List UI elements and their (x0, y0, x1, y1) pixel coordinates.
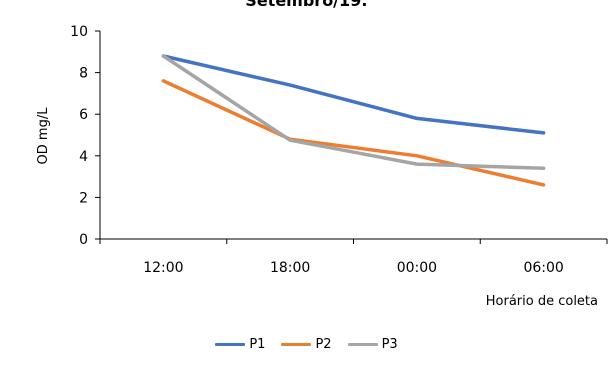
chart-title: Setembro/19: (245, 0, 368, 10)
x-tick-label: 12:00 (143, 260, 183, 276)
y-tick-label: 4 (79, 149, 88, 165)
chart-legend: P1 P2 P3 (0, 337, 613, 352)
line-chart: 0 2 4 6 8 10 12:00 18:00 00:00 06:00 OD mg/L Horá… (36, 24, 608, 309)
legend-swatch-p3 (347, 343, 378, 346)
y-axis-title: OD mg/L (36, 107, 51, 165)
series-line-p1 (161, 54, 546, 135)
x-tick-label: 18:00 (270, 260, 310, 276)
x-tick-label: 06:00 (523, 260, 563, 276)
series-layer (161, 54, 546, 187)
series-line-p2 (161, 79, 546, 187)
series-line-p3 (161, 54, 546, 171)
legend-label-p1: P1 (249, 337, 266, 352)
x-axis-title: Horário de coleta (486, 294, 598, 309)
y-tick-label: 2 (79, 190, 88, 206)
legend-item-p2: P2 (281, 337, 332, 352)
legend-item-p3: P3 (347, 337, 398, 352)
x-tick-label: 00:00 (397, 260, 437, 276)
y-tick-label: 0 (79, 232, 88, 248)
chart-axes: 0 2 4 6 8 10 12:00 18:00 00:00 06:00 (70, 24, 608, 276)
legend-item-p1: P1 (215, 337, 265, 352)
legend-label-p3: P3 (381, 337, 398, 352)
y-tick-label: 8 (79, 66, 88, 82)
y-tick-label: 6 (79, 107, 88, 123)
y-tick-label: 10 (70, 24, 88, 40)
legend-label-p2: P2 (315, 337, 332, 352)
legend-swatch-p2 (281, 343, 312, 346)
legend-swatch-p1 (215, 343, 246, 346)
